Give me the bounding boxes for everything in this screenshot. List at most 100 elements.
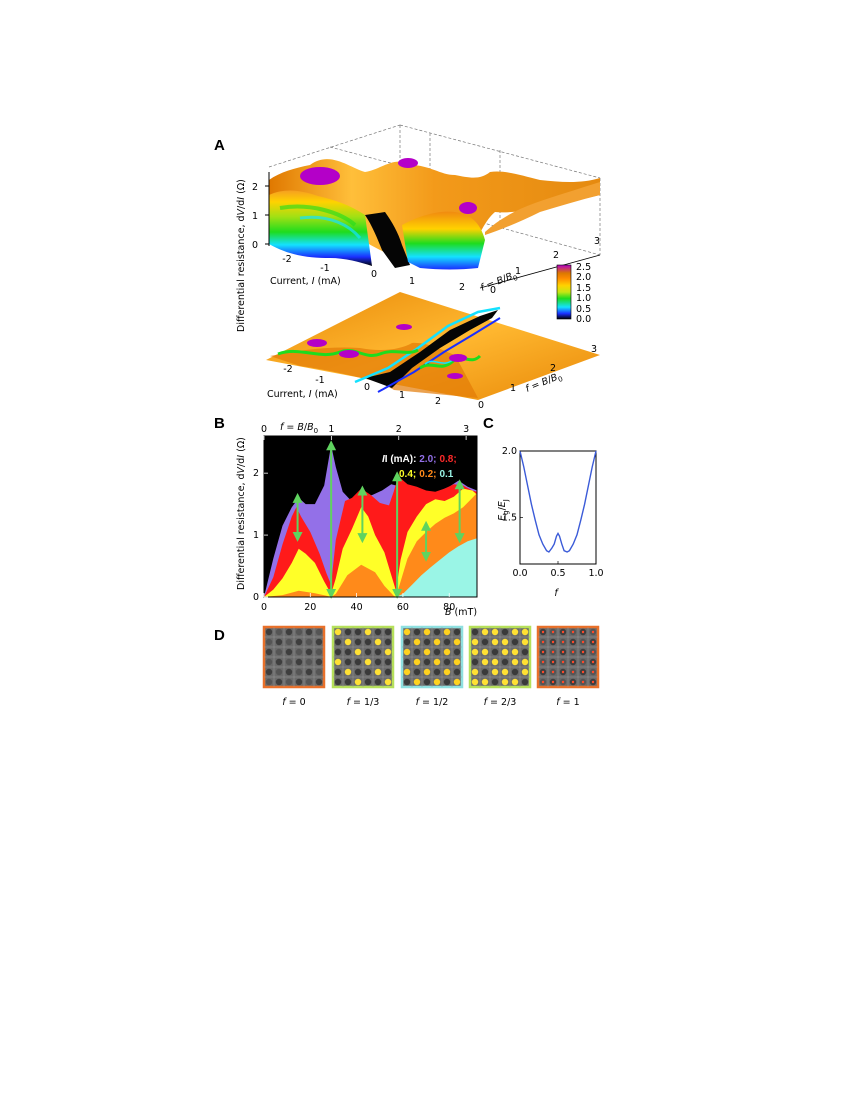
lattice-site <box>354 648 362 656</box>
lattice-site <box>443 638 451 646</box>
z-tick-2: 2 <box>252 182 258 193</box>
panel-b-y-label: Differential resistance, dV/dI (Ω) <box>236 437 247 590</box>
x-tick-label-3: 60 <box>397 602 409 613</box>
vortex-dot <box>591 650 595 654</box>
lattice-site <box>295 658 303 666</box>
lattice-site <box>491 638 499 646</box>
surface-top <box>269 159 600 264</box>
x-tick-label-4: 80 <box>443 602 455 613</box>
lower-f-tick-2: 2 <box>550 363 556 374</box>
lattice-site <box>481 628 489 636</box>
vortex-dot <box>581 630 585 634</box>
lattice-site <box>295 648 303 656</box>
lattice-site <box>471 648 479 656</box>
surface-ridge-green <box>279 204 357 227</box>
lattice-site <box>423 668 431 676</box>
upper-i-tick-m1: -1 <box>320 263 329 274</box>
lattice-site <box>384 668 392 676</box>
lattice-tile-1 <box>262 625 326 689</box>
lattice-site <box>443 658 451 666</box>
map-channel <box>365 310 498 388</box>
lattice-site <box>413 668 421 676</box>
lattice-site <box>275 648 283 656</box>
lattice-site <box>403 638 411 646</box>
cb-tick-4: 0.5 <box>576 304 591 315</box>
lattice-site <box>334 668 342 676</box>
lattice-site <box>481 678 489 686</box>
vortex-dot <box>541 680 545 684</box>
lattice-site <box>403 678 411 686</box>
vortex-dot <box>581 650 585 654</box>
lattice-site <box>315 628 323 636</box>
vortex-dot <box>571 640 575 644</box>
lower-i-tick-0: 0 <box>364 382 370 393</box>
panel-a-upper-f-axis: 0 1 2 3 f = B/B0 <box>479 236 601 296</box>
lattice-site <box>275 638 283 646</box>
lattice-site <box>295 628 303 636</box>
lattice-site <box>364 648 372 656</box>
lattice-site <box>511 668 519 676</box>
panel-a: A <box>214 124 601 411</box>
lattice-site <box>374 668 382 676</box>
lattice-site <box>453 678 461 686</box>
vortex-dot <box>581 670 585 674</box>
lattice-site <box>354 668 362 676</box>
vortex-dot <box>561 680 565 684</box>
lattice-site <box>471 668 479 676</box>
lattice-site <box>433 678 441 686</box>
lattice-site <box>334 658 342 666</box>
cb-tick-5: 0.0 <box>576 314 591 325</box>
legend-0-4: 0.4; <box>399 469 416 480</box>
lattice-site <box>471 658 479 666</box>
vortex-dot <box>551 640 555 644</box>
c-x-tick-label-0: 0.0 <box>512 568 527 579</box>
lattice-tile-5 <box>536 625 600 689</box>
vortex-dot <box>571 670 575 674</box>
lattice-site <box>334 638 342 646</box>
lattice-site <box>423 678 431 686</box>
panel-a-map-2d <box>266 292 600 400</box>
map-spot-5 <box>447 373 463 379</box>
lattice-site <box>295 668 303 676</box>
lattice-site <box>501 658 509 666</box>
lattice-site <box>344 628 352 636</box>
y-tick-label-0: 0 <box>253 592 259 603</box>
lattice-site <box>433 628 441 636</box>
panel-a-lower-f-axis: 0 1 2 3 f = B/B0 <box>478 344 597 411</box>
lattice-site <box>491 678 499 686</box>
lattice-site <box>354 628 362 636</box>
map-channel-edge-lower <box>377 317 501 393</box>
cb-tick-3: 1.0 <box>576 293 591 304</box>
lattice-site <box>364 628 372 636</box>
vortex-dot <box>571 680 575 684</box>
lattice-tile-3 <box>400 625 464 689</box>
vortex-dot <box>581 680 585 684</box>
area-series-0-2 <box>264 493 477 597</box>
vortex-dot <box>571 630 575 634</box>
lattice-site <box>384 678 392 686</box>
c-y-tick-label-0: 2.0 <box>502 446 517 457</box>
lattice-site <box>344 668 352 676</box>
lattice-site <box>521 648 529 656</box>
lattice-site <box>491 658 499 666</box>
vortex-dot <box>561 650 565 654</box>
panel-b-arrows <box>292 440 465 599</box>
upper-i-tick-2: 2 <box>459 282 465 293</box>
lattice-site <box>443 628 451 636</box>
lattice-site <box>491 648 499 656</box>
lattice-site <box>374 658 382 666</box>
x-tick-label-0: 0 <box>261 602 267 613</box>
lattice-site <box>521 668 529 676</box>
panel-c-frame <box>519 450 597 565</box>
panel-b-frame <box>263 435 478 598</box>
vortex-dot <box>571 650 575 654</box>
vortex-dot <box>581 640 585 644</box>
upper-f-axis-label: f = B/B0 <box>479 269 519 295</box>
z-tick-0: 0 <box>252 240 258 251</box>
panel-c-label: C <box>483 415 494 432</box>
lattice-site <box>403 658 411 666</box>
lattice-site <box>511 678 519 686</box>
lattice-site <box>481 638 489 646</box>
lattice-site <box>413 638 421 646</box>
panel-a-label: A <box>214 137 225 154</box>
